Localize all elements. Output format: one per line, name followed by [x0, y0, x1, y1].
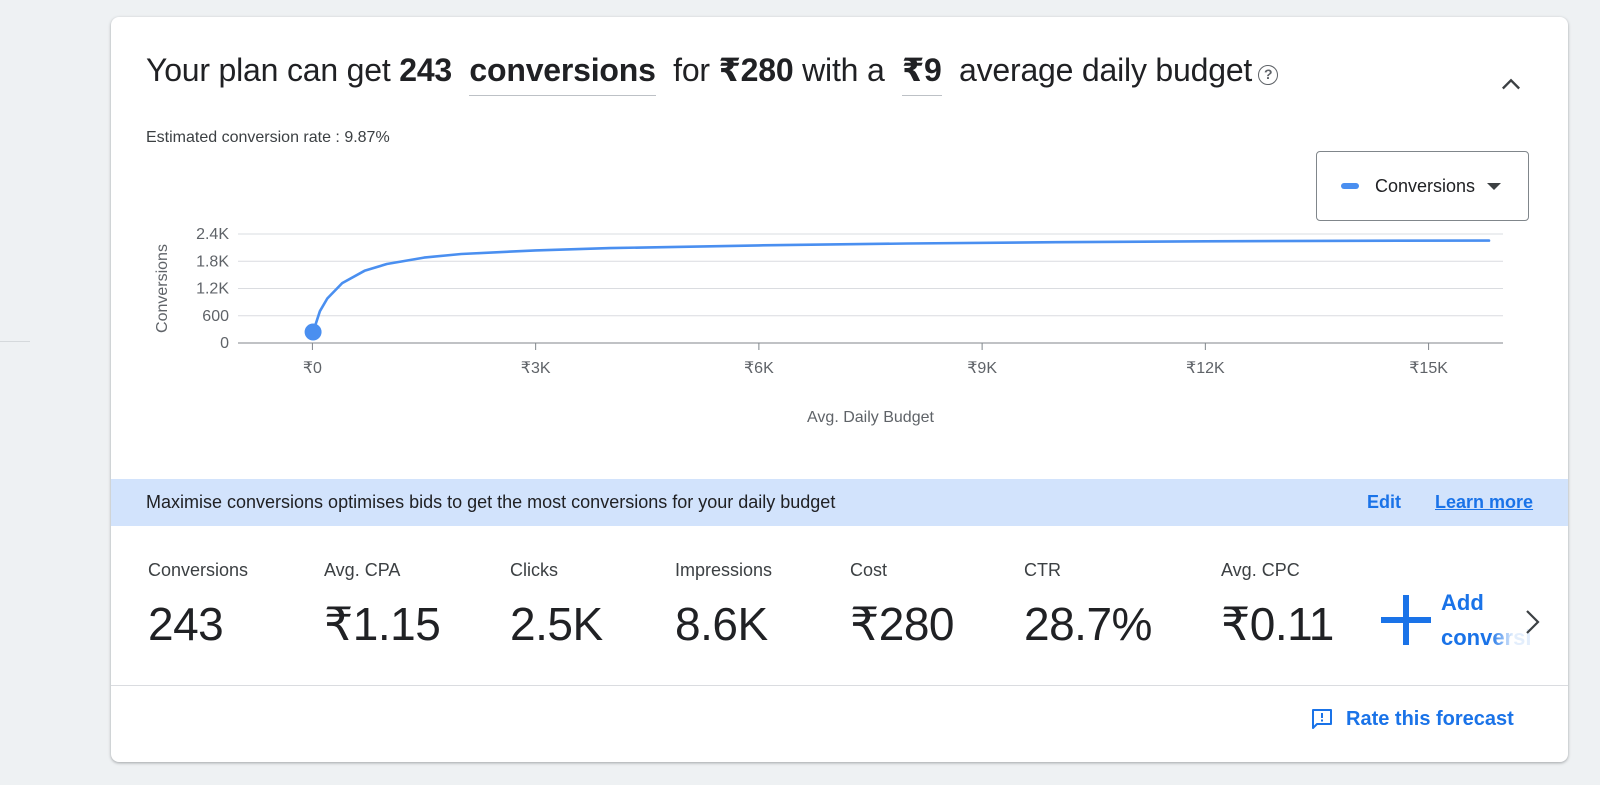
x-tick-label: ₹15K — [1409, 360, 1448, 377]
help-icon[interactable]: ? — [1258, 65, 1279, 85]
metric-label: Impressions — [675, 560, 773, 580]
x-tick-label: ₹3K — [521, 360, 551, 377]
metric-value: 28.7% — [1024, 598, 1152, 650]
metric-label: Avg. CPA — [324, 560, 401, 580]
metric-label: Avg. CPC — [1221, 560, 1300, 580]
info-message: Maximise conversions optimises bids to g… — [146, 492, 836, 512]
headline-for: for — [673, 52, 710, 88]
metric-ctr: CTR 28.7% — [1024, 560, 1152, 651]
metric-label: CTR — [1024, 560, 1061, 580]
metric-impressions: Impressions 8.6K — [675, 560, 772, 651]
chevron-up-icon — [1502, 78, 1520, 90]
rate-forecast-label: Rate this forecast — [1346, 707, 1514, 730]
series-selector-label: Conversions — [1375, 175, 1476, 196]
y-tick-label: 0 — [220, 335, 229, 352]
headline-count: 243 — [399, 52, 453, 88]
forecast-card: Your plan can get 243 conversions for ₹2… — [111, 17, 1568, 762]
y-tick-label: 1.2K — [196, 281, 229, 298]
add-metrics-button[interactable]: Add conversion metrics — [1381, 585, 1531, 655]
y-axis-title: Conversions — [154, 244, 171, 333]
metric-label: Clicks — [510, 560, 558, 580]
series-line — [311, 239, 1491, 334]
chevron-right-icon[interactable] — [1521, 607, 1545, 637]
bid-strategy-info-bar: Maximise conversions optimises bids to g… — [111, 479, 1568, 526]
caret-down-icon — [1487, 182, 1502, 190]
estimated-conversion-rate: Estimated conversion rate : 9.87% — [146, 129, 390, 146]
headline-with: with a — [802, 52, 885, 88]
metric-value: 243 — [148, 598, 224, 650]
edit-link[interactable]: Edit — [1367, 492, 1401, 512]
y-tick-label: 1.8K — [196, 253, 229, 270]
metric-value: ₹1.15 — [324, 598, 441, 650]
feedback-icon — [1312, 709, 1332, 729]
metric-conversions: Conversions 243 — [148, 560, 248, 651]
legend-swatch — [1341, 183, 1359, 189]
headline-cost: ₹280 — [718, 52, 794, 88]
metric-value: ₹280 — [850, 598, 955, 650]
headline-prefix: Your plan can get — [146, 52, 391, 88]
x-tick-label: ₹12K — [1186, 360, 1225, 377]
metric-label: Cost — [850, 560, 888, 580]
learn-more-link[interactable]: Learn more — [1435, 492, 1534, 512]
forecast-headline: Your plan can get 243 conversions for ₹2… — [146, 51, 1279, 101]
collapse-button[interactable] — [1491, 65, 1531, 105]
x-axis-title: Avg. Daily Budget — [807, 409, 934, 426]
metric-value: ₹0.11 — [1221, 598, 1334, 650]
forecast-chart: 0 600 1.2K 1.8K 2.4K ₹0 ₹3K ₹6K ₹9K ₹12K ₹15K Avg. … — [154, 226, 1503, 426]
side-divider — [0, 341, 30, 342]
footer-divider — [111, 685, 1568, 686]
add-metrics-label: Add conversion metrics — [1441, 590, 1531, 650]
headline-suffix: average daily budget — [959, 52, 1253, 88]
x-tick-label: ₹0 — [303, 360, 322, 377]
metric-avg-cpa: Avg. CPA ₹1.15 — [324, 560, 441, 651]
x-tick-label: ₹9K — [967, 360, 997, 377]
x-tick-label: ₹6K — [744, 360, 774, 377]
rate-forecast-button[interactable]: Rate this forecast — [1310, 707, 1514, 731]
metric-dropdown[interactable]: conversions — [469, 52, 656, 96]
metric-clicks: Clicks 2.5K — [510, 560, 603, 651]
metric-label: Conversions — [148, 560, 249, 580]
metric-avg-cpc: Avg. CPC ₹0.11 — [1221, 560, 1334, 651]
metric-value: 2.5K — [510, 598, 603, 650]
plus-icon — [1381, 595, 1431, 645]
y-tick-label: 2.4K — [196, 226, 229, 243]
metric-value: 8.6K — [675, 598, 768, 650]
current-budget-point — [304, 323, 322, 341]
y-tick-label: 600 — [202, 308, 229, 325]
series-selector[interactable]: Conversions — [1316, 151, 1529, 221]
metric-cost: Cost ₹280 — [850, 560, 955, 651]
budget-dropdown[interactable]: ₹9 — [901, 51, 942, 96]
